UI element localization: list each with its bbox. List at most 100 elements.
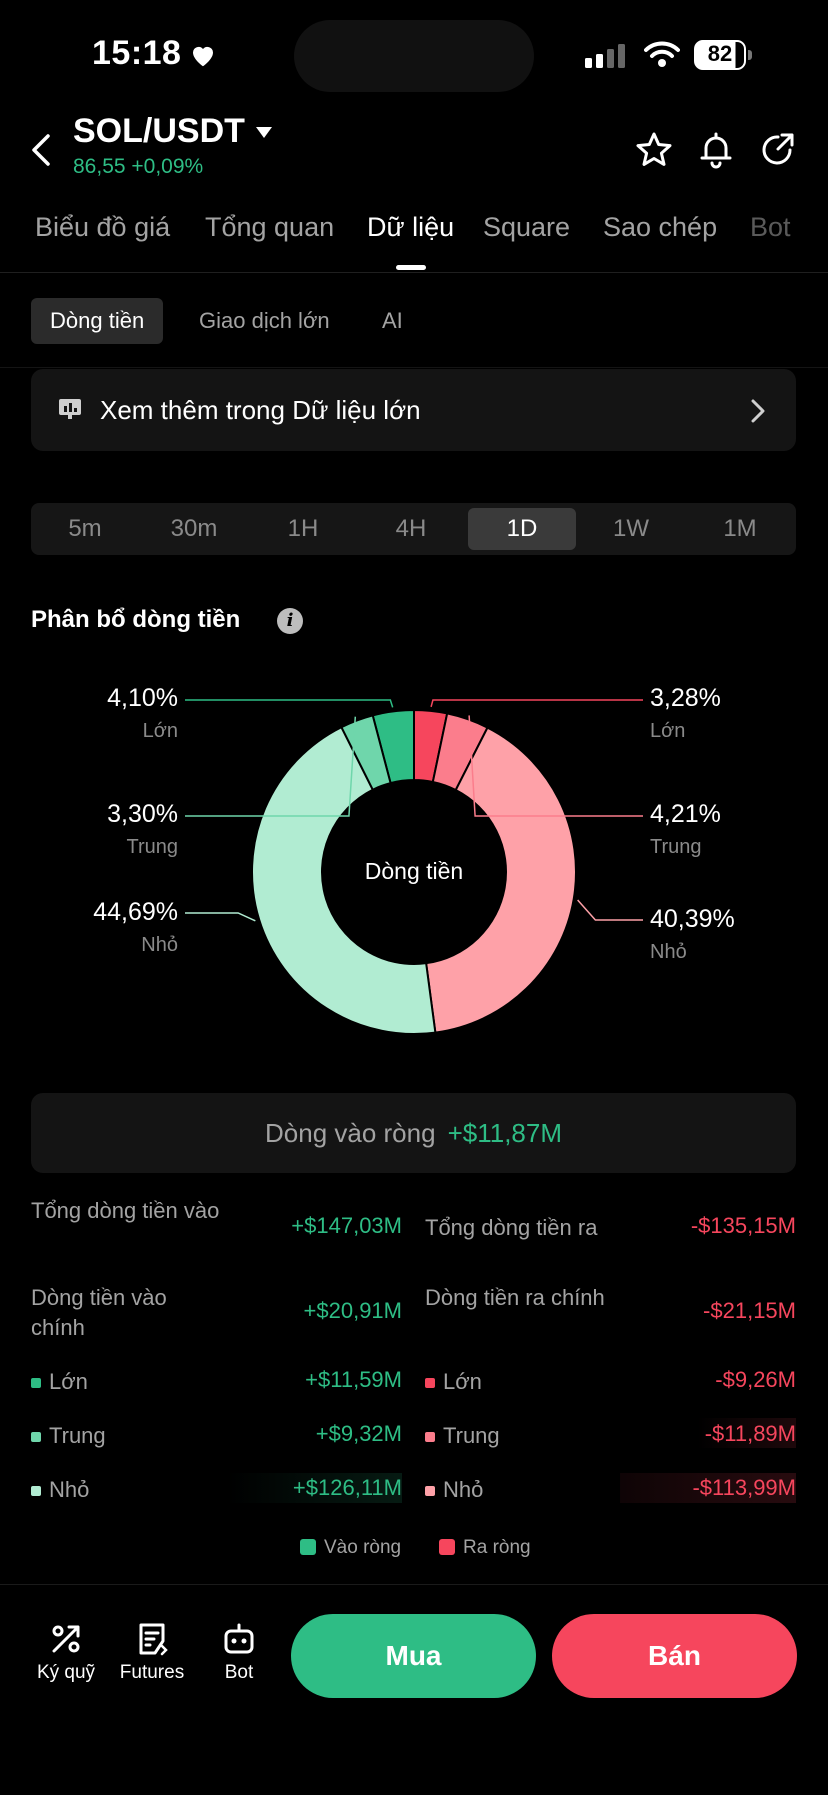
legend-dot	[31, 1378, 41, 1389]
main-outflow-label: Dòng tiền ra chính	[425, 1285, 605, 1310]
tab-copy[interactable]: Sao chép	[603, 212, 718, 242]
inflow-medium-row-label: Trung	[31, 1421, 106, 1451]
row-label: Nhỏ	[49, 1477, 90, 1502]
banner-text[interactable]: Xem thêm trong Dữ liệu lớn	[100, 395, 421, 425]
nav-margin-label: Ký quỹ	[36, 1662, 96, 1683]
sell-button[interactable]: Bán	[552, 1614, 797, 1698]
active-tab-indicator	[396, 265, 426, 270]
back-arrow-icon[interactable]	[26, 130, 58, 170]
section-title: Phân bổ dòng tiền	[31, 606, 241, 633]
buy-button[interactable]: Mua	[291, 1614, 536, 1698]
futures-icon	[139, 1623, 168, 1656]
status-time: 15:18	[92, 34, 182, 72]
timeframe-1w[interactable]: 1W	[613, 515, 649, 542]
timeframe-1d[interactable]: 1D	[468, 508, 576, 550]
cellular-signal-icon	[585, 44, 625, 68]
nav-bot[interactable]: Bot	[196, 1622, 282, 1684]
leader-line-outflow-2	[577, 899, 643, 921]
wifi-icon	[644, 41, 680, 67]
outflow-large-label: Lớn	[650, 720, 686, 742]
row-label: Nhỏ	[443, 1477, 484, 1502]
inflow-large-row-label: Lớn	[31, 1367, 88, 1397]
outflow-medium-label: Trung	[650, 836, 702, 858]
tab-square[interactable]: Square	[483, 212, 571, 242]
info-icon[interactable]: i	[277, 608, 303, 634]
chevron-right-icon[interactable]	[748, 398, 768, 424]
caret-down-icon[interactable]	[255, 126, 273, 140]
leader-line-inflow-0	[185, 699, 394, 708]
inflow-small-percent: 44,69%	[93, 898, 178, 926]
tab-overview[interactable]: Tổng quan	[205, 212, 335, 242]
tab-bot[interactable]: Bot	[750, 212, 791, 242]
legend-label: Vào ròng	[324, 1537, 402, 1558]
timeframe-4h[interactable]: 4H	[395, 515, 427, 542]
row-label: Trung	[49, 1423, 106, 1448]
nav-bot-label: Bot	[224, 1662, 254, 1683]
inflow-large-percent: 4,10%	[107, 684, 178, 712]
donut-slice-inflow-0[interactable]	[371, 708, 415, 785]
inflow-medium-percent: 3,30%	[107, 800, 178, 828]
battery-level: 82	[707, 41, 733, 66]
legend-dot	[31, 1486, 41, 1497]
dynamic-island	[294, 20, 534, 92]
main-tabs: Biểu đồ giá Tổng quan Dữ liệu Square Sao…	[0, 212, 828, 272]
tab-price-chart[interactable]: Biểu đồ giá	[35, 212, 171, 242]
main-inflow-value: +$20,91M	[303, 1298, 402, 1323]
share-icon[interactable]	[758, 130, 798, 170]
divider	[0, 367, 828, 368]
divider	[0, 272, 828, 273]
nav-futures-label: Futures	[119, 1662, 185, 1683]
outflow-small-row-value: -$113,99M	[692, 1475, 796, 1500]
timeframe-1m[interactable]: 1M	[723, 515, 757, 542]
main-inflow-label: Dòng tiền vào chính	[31, 1285, 167, 1340]
outflow-small-bar	[620, 1473, 796, 1503]
timeframe-5m[interactable]: 5m	[68, 515, 102, 542]
total-inflow-label: Tổng dòng tiền vào	[31, 1198, 220, 1223]
outflow-small-row-label: Nhỏ	[425, 1475, 483, 1505]
inflow-medium-label: Trung	[126, 836, 178, 858]
outflow-medium-row-value: -$11,89M	[704, 1421, 796, 1446]
total-inflow-value: +$147,03M	[291, 1213, 402, 1238]
pair-title[interactable]: SOL/USDT	[73, 112, 245, 150]
outflow-medium-row-label: Trung	[425, 1421, 500, 1451]
timeframe-30m[interactable]: 30m	[170, 515, 218, 542]
legend-label: Ra ròng	[463, 1537, 531, 1558]
outflow-large-percent: 3,28%	[650, 684, 721, 712]
margin-icon	[52, 1625, 80, 1653]
legend-swatch	[439, 1539, 455, 1555]
donut-slice-inflow-2[interactable]	[251, 725, 437, 1035]
nav-futures[interactable]: Futures	[109, 1622, 195, 1684]
inflow-medium-row-value: +$9,32M	[315, 1421, 402, 1446]
price-change: 86,55 +0,09%	[73, 155, 204, 178]
outflow-small-label: Nhỏ	[650, 941, 687, 963]
chart-board-icon	[59, 399, 81, 419]
legend-dot	[425, 1432, 435, 1443]
tab-data[interactable]: Dữ liệu	[367, 212, 455, 242]
outflow-small-percent: 40,39%	[650, 905, 735, 933]
legend-dot	[31, 1432, 41, 1443]
subtab-ai[interactable]: AI	[382, 308, 403, 333]
subtab-cash-flow[interactable]: Dòng tiền	[31, 298, 164, 344]
nav-margin[interactable]: Ký quỹ	[23, 1622, 109, 1684]
subtab-large-trades[interactable]: Giao dịch lớn	[199, 308, 330, 333]
outflow-large-row-label: Lớn	[425, 1367, 482, 1397]
bell-icon[interactable]	[696, 130, 736, 170]
leader-line-inflow-2	[185, 912, 256, 922]
battery-icon: 82	[694, 40, 754, 72]
inflow-small-label: Nhỏ	[141, 934, 178, 956]
heart-icon	[193, 46, 213, 67]
net-inflow-box: Dòng vào ròng +$11,87M	[31, 1093, 796, 1173]
star-icon[interactable]	[634, 130, 674, 170]
donut-center-label: Dòng tiền	[364, 858, 464, 884]
donut-svg	[185, 699, 643, 1035]
divider	[0, 1584, 828, 1585]
total-outflow-label: Tổng dòng tiền ra	[425, 1215, 598, 1240]
big-data-banner[interactable]	[31, 369, 796, 451]
total-outflow-value: -$135,15M	[690, 1213, 796, 1238]
inflow-large-label: Lớn	[142, 720, 178, 742]
outflow-medium-percent: 4,21%	[650, 800, 721, 828]
timeframe-selector: 5m 30m 1H 4H 1D 1W 1M	[31, 503, 796, 555]
timeframe-1h[interactable]: 1H	[287, 515, 319, 542]
net-inflow-label: Dòng vào ròng	[265, 1118, 436, 1148]
legend-dot	[425, 1486, 435, 1497]
